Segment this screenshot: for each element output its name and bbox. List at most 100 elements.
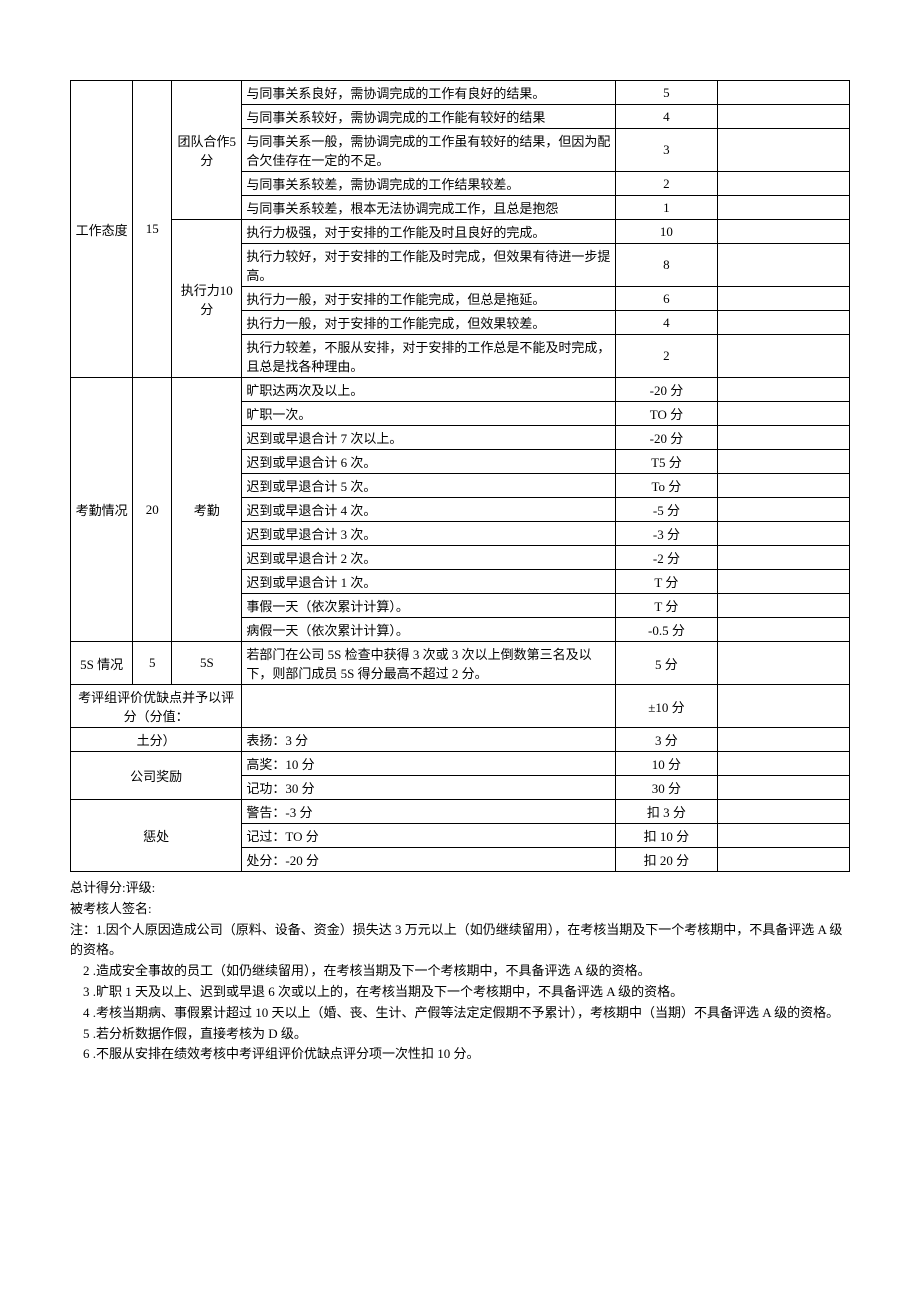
score: -2 分 xyxy=(616,546,717,570)
score: 1 xyxy=(616,196,717,220)
blank xyxy=(717,522,849,546)
blank xyxy=(717,378,849,402)
score: 5 xyxy=(616,81,717,105)
reward-desc: 高奖：10 分 xyxy=(242,752,616,776)
punish-label: 惩处 xyxy=(71,800,242,872)
note-line: 4 .考核当期病、事假累计超过 10 天以上（婚、丧、生计、产假等法定定假期不予… xyxy=(70,1003,850,1024)
blank xyxy=(717,287,849,311)
subcategory: 考勤 xyxy=(172,378,242,642)
category-score: 15 xyxy=(133,81,172,378)
criteria: 若部门在公司 5S 检查中获得 3 次或 3 次以上倒数第三名及以下，则部门成员… xyxy=(242,642,616,685)
note-line: 3 .旷职 1 天及以上、迟到或早退 6 次或以上的，在考核当期及下一个考核期中… xyxy=(70,982,850,1003)
eval-desc xyxy=(242,685,616,728)
note-line: 2 .造成安全事故的员工（如仍继续留用），在考核当期及下一个考核期中，不具备评选… xyxy=(70,961,850,982)
criteria: 迟到或早退合计 1 次。 xyxy=(242,570,616,594)
category-score: 5 xyxy=(133,642,172,685)
reward-score: 10 分 xyxy=(616,752,717,776)
blank xyxy=(717,800,849,824)
blank xyxy=(717,105,849,129)
punish-desc: 警告：-3 分 xyxy=(242,800,616,824)
blank xyxy=(717,311,849,335)
eval-score: ±10 分 xyxy=(616,685,717,728)
criteria: 执行力较好，对于安排的工作能及时完成，但效果有待进一步提高。 xyxy=(242,244,616,287)
criteria: 病假一天（依次累计计算）。 xyxy=(242,618,616,642)
score: 4 xyxy=(616,311,717,335)
evaluation-table: 工作态度15团队合作5分与同事关系良好，需协调完成的工作有良好的结果。5与同事关… xyxy=(70,80,850,872)
total-line: 总计得分:评级: xyxy=(70,878,850,899)
blank xyxy=(717,824,849,848)
criteria: 迟到或早退合计 3 次。 xyxy=(242,522,616,546)
blank xyxy=(717,129,849,172)
blank xyxy=(717,426,849,450)
reward-label-top: 土分） xyxy=(71,728,242,752)
score: 3 xyxy=(616,129,717,172)
score: -20 分 xyxy=(616,378,717,402)
criteria: 与同事关系一般，需协调完成的工作虽有较好的结果，但因为配合欠佳存在一定的不足。 xyxy=(242,129,616,172)
blank xyxy=(717,642,849,685)
reward-label: 公司奖励 xyxy=(71,752,242,800)
criteria: 迟到或早退合计 5 次。 xyxy=(242,474,616,498)
eval-label: 考评组评价优缺点并予以评分（分值： xyxy=(71,685,242,728)
criteria: 执行力一般，对于安排的工作能完成，但效果较差。 xyxy=(242,311,616,335)
criteria: 与同事关系较差，需协调完成的工作结果较差。 xyxy=(242,172,616,196)
criteria: 执行力一般，对于安排的工作能完成，但总是拖延。 xyxy=(242,287,616,311)
blank xyxy=(717,335,849,378)
score: 4 xyxy=(616,105,717,129)
punish-score: 扣 10 分 xyxy=(616,824,717,848)
score: 6 xyxy=(616,287,717,311)
blank xyxy=(717,244,849,287)
criteria: 迟到或早退合计 7 次以上。 xyxy=(242,426,616,450)
blank xyxy=(717,546,849,570)
blank xyxy=(717,220,849,244)
category: 考勤情况 xyxy=(71,378,133,642)
blank xyxy=(717,685,849,728)
blank xyxy=(717,848,849,872)
criteria: 与同事关系良好，需协调完成的工作有良好的结果。 xyxy=(242,81,616,105)
blank xyxy=(717,196,849,220)
blank xyxy=(717,498,849,522)
criteria: 旷职一次。 xyxy=(242,402,616,426)
score: To 分 xyxy=(616,474,717,498)
score: 2 xyxy=(616,172,717,196)
reward-score: 3 分 xyxy=(616,728,717,752)
criteria: 执行力较差，不服从安排，对于安排的工作总是不能及时完成，且总是找各种理由。 xyxy=(242,335,616,378)
criteria: 迟到或早退合计 2 次。 xyxy=(242,546,616,570)
score: 10 xyxy=(616,220,717,244)
score: 5 分 xyxy=(616,642,717,685)
score: -3 分 xyxy=(616,522,717,546)
blank xyxy=(717,570,849,594)
criteria: 迟到或早退合计 6 次。 xyxy=(242,450,616,474)
note-line: 注：1.因个人原因造成公司（原料、设备、资金）损失达 3 万元以上（如仍继续留用… xyxy=(70,920,850,962)
category: 工作态度 xyxy=(71,81,133,378)
score: -0.5 分 xyxy=(616,618,717,642)
blank xyxy=(717,728,849,752)
category-score: 20 xyxy=(133,378,172,642)
score: T 分 xyxy=(616,570,717,594)
punish-score: 扣 3 分 xyxy=(616,800,717,824)
reward-score: 30 分 xyxy=(616,776,717,800)
sign-line: 被考核人签名: xyxy=(70,899,850,920)
score: 2 xyxy=(616,335,717,378)
score: -20 分 xyxy=(616,426,717,450)
criteria: 执行力极强，对于安排的工作能及时且良好的完成。 xyxy=(242,220,616,244)
category: 5S 情况 xyxy=(71,642,133,685)
criteria: 旷职达两次及以上。 xyxy=(242,378,616,402)
punish-desc: 处分：-20 分 xyxy=(242,848,616,872)
reward-desc: 表扬：3 分 xyxy=(242,728,616,752)
score: -5 分 xyxy=(616,498,717,522)
score: T5 分 xyxy=(616,450,717,474)
criteria: 与同事关系较差，根本无法协调完成工作，且总是抱怨 xyxy=(242,196,616,220)
criteria: 与同事关系较好，需协调完成的工作能有较好的结果 xyxy=(242,105,616,129)
criteria: 迟到或早退合计 4 次。 xyxy=(242,498,616,522)
blank xyxy=(717,474,849,498)
subcategory: 团队合作5分 xyxy=(172,81,242,220)
score: 8 xyxy=(616,244,717,287)
punish-desc: 记过：TO 分 xyxy=(242,824,616,848)
blank xyxy=(717,450,849,474)
blank xyxy=(717,618,849,642)
subcategory: 5S xyxy=(172,642,242,685)
score: TO 分 xyxy=(616,402,717,426)
blank xyxy=(717,594,849,618)
note-line: 6 .不服从安排在绩效考核中考评组评价优缺点评分项一次性扣 10 分。 xyxy=(70,1044,850,1065)
note-line: 5 .若分析数据作假，直接考核为 D 级。 xyxy=(70,1024,850,1045)
